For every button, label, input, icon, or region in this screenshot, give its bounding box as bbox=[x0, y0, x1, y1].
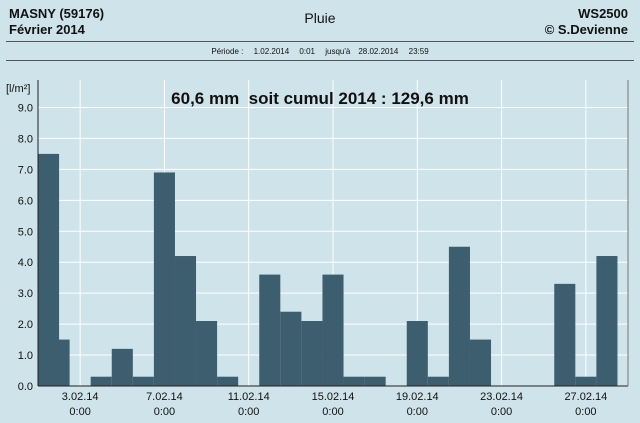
bar-day-16 bbox=[343, 376, 365, 386]
bar-day-27 bbox=[575, 376, 597, 386]
copyright-label: © S.Devienne bbox=[544, 22, 628, 37]
station-header: MASNY (59176) Février 2014 bbox=[9, 6, 104, 38]
bar-day-10 bbox=[217, 376, 239, 386]
bar-day-15 bbox=[322, 274, 344, 386]
y-tick-label: 2.0 bbox=[18, 319, 33, 331]
period-to-label: jusqu'à bbox=[325, 47, 351, 56]
bar-day-13 bbox=[280, 311, 302, 386]
x-tick-time: 0:00 bbox=[238, 406, 259, 418]
period-end-time: 23:59 bbox=[408, 47, 429, 56]
device-header: WS2500 © S.Devienne bbox=[545, 6, 628, 38]
y-tick-label: 9.0 bbox=[18, 102, 33, 114]
chart-title: 60,6 mm soit cumul 2014 : 129,6 mm bbox=[171, 89, 469, 108]
x-tick-time: 0:00 bbox=[575, 406, 596, 418]
period-row: Période : 1.02.2014 0:01 jusqu'à 28.02.20… bbox=[0, 47, 640, 56]
station-name: MASNY (59176) bbox=[9, 6, 105, 21]
y-tick-label: 4.0 bbox=[18, 257, 33, 269]
period-end-date: 28.02.2014 bbox=[358, 47, 399, 56]
x-tick-time: 0:00 bbox=[154, 406, 175, 418]
x-tick-date: 23.02.14 bbox=[480, 391, 523, 403]
x-tick-date: 3.02.14 bbox=[62, 391, 99, 403]
bar-day-6 bbox=[132, 376, 154, 386]
period-label: Période : bbox=[211, 47, 244, 56]
bar-day-12 bbox=[259, 274, 281, 386]
x-tick-date: 27.02.14 bbox=[564, 391, 607, 403]
period-start-date: 1.02.2014 bbox=[253, 47, 290, 56]
bar-day-28 bbox=[596, 256, 618, 386]
y-tick-label: 3.0 bbox=[18, 288, 33, 300]
period-start-time: 0:01 bbox=[299, 47, 315, 56]
bar-day-8 bbox=[174, 256, 197, 386]
x-tick-time: 0:00 bbox=[322, 406, 343, 418]
bar-day-17 bbox=[364, 376, 386, 386]
x-tick-time: 0:00 bbox=[407, 406, 428, 418]
x-tick-date: 15.02.14 bbox=[312, 391, 355, 403]
bar-day-7 bbox=[153, 172, 175, 386]
bar-day-19 bbox=[406, 321, 428, 386]
bar-day-20 bbox=[427, 376, 449, 386]
page-title: Pluie bbox=[304, 10, 336, 26]
x-tick-date: 19.02.14 bbox=[396, 391, 439, 403]
y-tick-label: 7.0 bbox=[18, 164, 33, 176]
bar-day-22 bbox=[469, 339, 492, 386]
y-tick-label: 6.0 bbox=[18, 195, 33, 207]
bar-day-14 bbox=[301, 321, 323, 386]
x-tick-date: 11.02.14 bbox=[228, 391, 270, 403]
bar-day-4 bbox=[90, 376, 112, 386]
x-tick-time: 0:00 bbox=[491, 406, 512, 418]
x-tick-date: 7.02.14 bbox=[146, 391, 183, 403]
month-label: Février 2014 bbox=[9, 22, 85, 37]
device-name: WS2500 bbox=[578, 6, 628, 21]
bar-day-5 bbox=[111, 348, 133, 386]
y-tick-label: 5.0 bbox=[18, 226, 33, 238]
bar-day-1 bbox=[38, 153, 60, 386]
y-tick-label: 0.0 bbox=[18, 381, 33, 393]
bar-day-2 bbox=[48, 339, 70, 386]
bar-day-9 bbox=[196, 321, 218, 386]
header-divider-top bbox=[6, 41, 634, 42]
bar-day-26 bbox=[554, 283, 576, 386]
bar-day-21 bbox=[448, 246, 470, 386]
y-tick-label: 1.0 bbox=[18, 350, 33, 362]
header-divider-bottom bbox=[6, 60, 634, 61]
y-axis-label: [l/m²] bbox=[6, 83, 30, 95]
x-tick-time: 0:00 bbox=[69, 406, 90, 418]
y-tick-label: 8.0 bbox=[18, 133, 33, 145]
